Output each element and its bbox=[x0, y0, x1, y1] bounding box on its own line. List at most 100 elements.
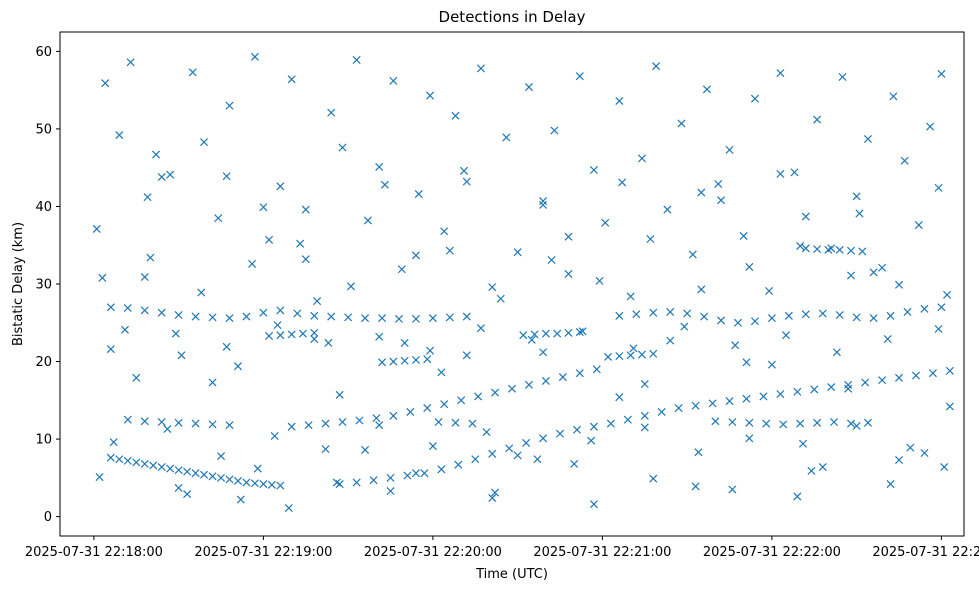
data-point bbox=[524, 83, 533, 92]
data-point bbox=[858, 247, 867, 256]
data-point bbox=[657, 407, 666, 416]
data-point bbox=[476, 64, 485, 73]
data-point bbox=[109, 438, 118, 447]
data-point bbox=[776, 169, 785, 178]
data-point bbox=[301, 205, 310, 214]
data-point bbox=[626, 351, 635, 360]
data-point bbox=[157, 172, 166, 182]
data-point bbox=[796, 241, 805, 251]
data-point bbox=[197, 288, 206, 297]
data-point bbox=[589, 500, 598, 509]
data-point bbox=[745, 434, 754, 443]
data-point bbox=[149, 461, 158, 470]
data-point bbox=[298, 329, 307, 338]
data-point bbox=[488, 493, 497, 503]
data-point bbox=[177, 351, 186, 360]
x-axis: 2025-07-31 22:18:00 2025-07-31 22:19:00 20… bbox=[25, 536, 979, 560]
data-point bbox=[524, 380, 533, 389]
y-tick-label: 0 bbox=[44, 510, 52, 525]
data-point bbox=[397, 265, 406, 274]
data-point bbox=[813, 418, 822, 427]
data-point bbox=[745, 262, 754, 271]
data-point bbox=[556, 429, 565, 438]
data-point bbox=[287, 330, 296, 339]
data-point bbox=[208, 378, 217, 387]
data-point bbox=[115, 455, 124, 464]
data-point bbox=[575, 328, 584, 337]
data-point bbox=[863, 418, 872, 427]
data-point bbox=[242, 478, 251, 487]
data-point bbox=[411, 469, 420, 478]
data-point bbox=[259, 203, 268, 212]
data-point bbox=[462, 351, 471, 360]
data-point bbox=[813, 245, 822, 254]
data-point bbox=[321, 445, 330, 454]
data-point bbox=[454, 460, 463, 469]
data-point bbox=[208, 313, 217, 322]
data-point bbox=[265, 331, 274, 340]
data-point bbox=[208, 420, 217, 429]
data-point bbox=[906, 443, 915, 452]
data-point bbox=[496, 294, 505, 303]
data-point bbox=[666, 307, 675, 316]
axes-frame bbox=[59, 31, 965, 537]
data-point bbox=[471, 455, 480, 464]
data-point bbox=[491, 488, 500, 497]
data-point bbox=[793, 492, 802, 501]
data-point bbox=[372, 414, 381, 423]
data-point bbox=[276, 481, 285, 490]
data-point bbox=[674, 404, 683, 413]
data-point bbox=[386, 487, 395, 496]
data-point bbox=[883, 335, 892, 344]
y-tick-label: 50 bbox=[35, 122, 52, 137]
data-point bbox=[564, 328, 573, 337]
data-point bbox=[575, 72, 584, 81]
data-point bbox=[191, 312, 200, 321]
data-point bbox=[120, 325, 129, 334]
data-point bbox=[717, 196, 726, 205]
data-point bbox=[886, 311, 895, 320]
data-point bbox=[287, 422, 296, 431]
y-tick-label: 30 bbox=[35, 278, 52, 293]
data-point bbox=[869, 314, 878, 323]
data-point bbox=[745, 418, 754, 427]
data-point bbox=[250, 52, 259, 61]
data-point bbox=[140, 417, 149, 426]
data-point bbox=[338, 417, 347, 427]
data-point bbox=[437, 368, 446, 377]
data-point bbox=[742, 394, 751, 403]
data-point bbox=[434, 417, 443, 427]
data-point bbox=[324, 338, 333, 347]
data-point bbox=[445, 246, 454, 255]
data-point bbox=[629, 344, 638, 353]
data-point bbox=[389, 411, 398, 420]
data-point bbox=[697, 188, 706, 197]
data-point bbox=[276, 306, 285, 315]
data-point bbox=[798, 439, 807, 448]
data-point bbox=[589, 422, 598, 431]
data-point bbox=[790, 168, 799, 177]
data-point bbox=[595, 276, 604, 285]
data-point bbox=[801, 212, 810, 221]
x-tick-label: 2025-07-31 22:19:00 bbox=[194, 545, 332, 560]
data-point bbox=[940, 462, 949, 472]
data-point bbox=[248, 259, 257, 268]
data-point bbox=[276, 331, 285, 340]
data-point bbox=[632, 310, 641, 319]
data-point bbox=[400, 356, 409, 365]
data-point bbox=[835, 245, 844, 254]
data-point bbox=[152, 150, 161, 159]
data-point bbox=[637, 154, 646, 163]
data-point bbox=[265, 235, 274, 244]
data-point bbox=[157, 417, 166, 427]
data-point bbox=[140, 459, 149, 468]
data-point bbox=[132, 458, 141, 467]
data-point bbox=[95, 473, 104, 482]
data-point bbox=[163, 424, 172, 434]
data-point bbox=[270, 431, 279, 440]
data-point bbox=[733, 318, 743, 327]
data-point bbox=[793, 387, 802, 396]
data-point bbox=[369, 476, 378, 485]
data-point bbox=[920, 304, 929, 313]
data-point bbox=[813, 115, 822, 124]
